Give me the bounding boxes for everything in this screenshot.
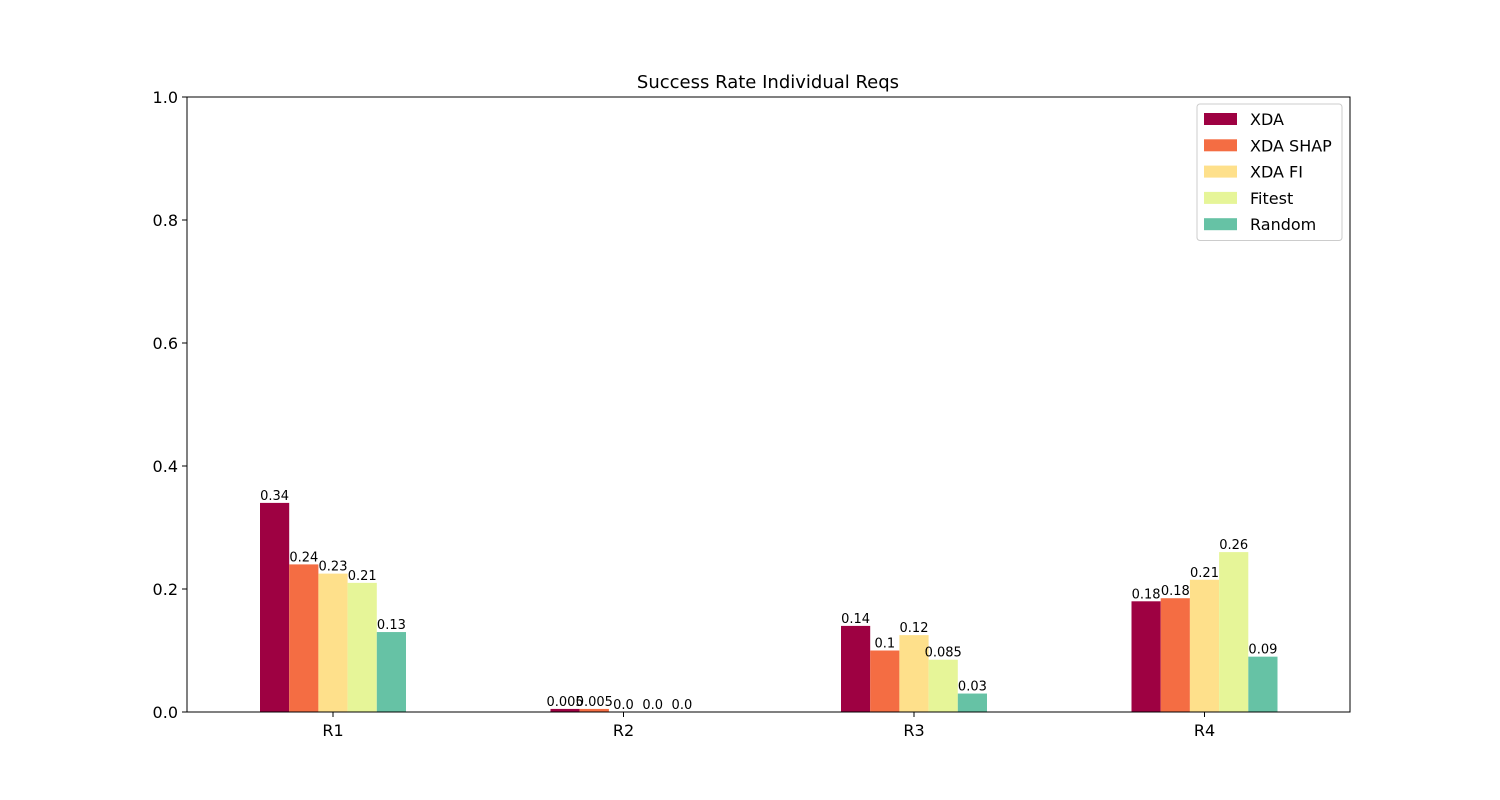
bar-xda-shap-r1 xyxy=(289,564,319,712)
data-label: 0.18 xyxy=(1132,587,1161,602)
bar-xda-shap-r3 xyxy=(870,650,900,712)
bar-xda-r3 xyxy=(841,625,871,712)
data-label: 0.14 xyxy=(841,612,870,627)
y-tick-label: 0.2 xyxy=(153,580,178,599)
legend-label: XDA xyxy=(1250,110,1284,129)
chart-title: Success Rate Individual Reqs xyxy=(637,72,899,93)
legend-swatch xyxy=(1204,191,1237,204)
legend-swatch xyxy=(1204,113,1237,125)
data-label: 0.005 xyxy=(576,695,613,710)
bars-group xyxy=(260,502,1278,712)
y-tick-label: 1.0 xyxy=(153,88,178,107)
legend-label: Fitest xyxy=(1250,189,1293,208)
bar-random-r1 xyxy=(376,632,406,712)
bar-xda-fi-r1 xyxy=(318,573,348,712)
legend-label: XDA FI xyxy=(1250,163,1303,182)
legend-swatch xyxy=(1204,139,1237,152)
x-tick-label-r3: R3 xyxy=(903,721,924,740)
data-label: 0.12 xyxy=(900,621,929,636)
data-label: 0.18 xyxy=(1161,584,1190,599)
bar-xda-shap-r2 xyxy=(579,708,609,712)
x-tick-label-r2: R2 xyxy=(613,721,634,740)
data-label: 0.21 xyxy=(1190,566,1219,581)
data-label: 0.09 xyxy=(1248,643,1277,658)
bar-fitest-r3 xyxy=(928,659,958,712)
data-label: 0.0 xyxy=(642,698,663,713)
legend-label: XDA SHAP xyxy=(1250,136,1332,155)
bar-xda-r4 xyxy=(1131,601,1161,712)
bar-xda-fi-r4 xyxy=(1189,579,1220,712)
data-label: 0.005 xyxy=(546,695,583,710)
x-axis: R1 R2 R3 R4 xyxy=(322,712,1215,740)
bar-xda-r2 xyxy=(550,708,580,712)
legend-box xyxy=(1196,103,1343,241)
bar-fitest-r4 xyxy=(1219,552,1249,712)
bar-xda-r1 xyxy=(260,502,290,712)
x-tick-label-r4: R4 xyxy=(1194,721,1215,740)
data-label: 0.085 xyxy=(925,646,962,661)
data-label: 0.24 xyxy=(289,550,318,565)
data-label: 0.26 xyxy=(1219,538,1248,553)
x-tick-label-r1: R1 xyxy=(322,721,343,740)
y-tick-label: 0.6 xyxy=(153,334,178,353)
bar-xda-fi-r3 xyxy=(899,635,929,712)
bar-random-r3 xyxy=(957,693,987,712)
bar-xda-shap-r4 xyxy=(1160,598,1190,712)
y-tick-label: 0.8 xyxy=(153,211,178,230)
data-label: 0.21 xyxy=(348,569,377,584)
data-label: 0.0 xyxy=(672,698,693,713)
data-label: 0.34 xyxy=(260,489,289,504)
bar-fitest-r1 xyxy=(347,582,377,712)
legend-swatch xyxy=(1204,165,1237,178)
legend-label: Random xyxy=(1250,215,1316,234)
y-tick-label: 0.4 xyxy=(153,457,178,476)
data-label: 0.1 xyxy=(874,637,895,652)
y-axis: 0.0 0.2 0.4 0.6 0.8 1.0 xyxy=(153,88,187,722)
data-labels-group: 0.34 0.005 0.14 0.18 0.24 0.005 0.1 0.18 0.23 0.0… xyxy=(260,489,1277,713)
data-label: 0.03 xyxy=(958,680,987,695)
bar-random-r4 xyxy=(1248,656,1278,712)
legend-swatch xyxy=(1204,218,1237,231)
data-label: 0.13 xyxy=(377,618,406,633)
y-tick-label: 0.0 xyxy=(153,703,178,722)
data-label: 0.23 xyxy=(319,560,348,575)
plot-frame xyxy=(186,96,1351,713)
data-label: 0.0 xyxy=(613,698,634,713)
legend: XDA XDA SHAP XDA FI Fitest Random xyxy=(1196,103,1343,241)
